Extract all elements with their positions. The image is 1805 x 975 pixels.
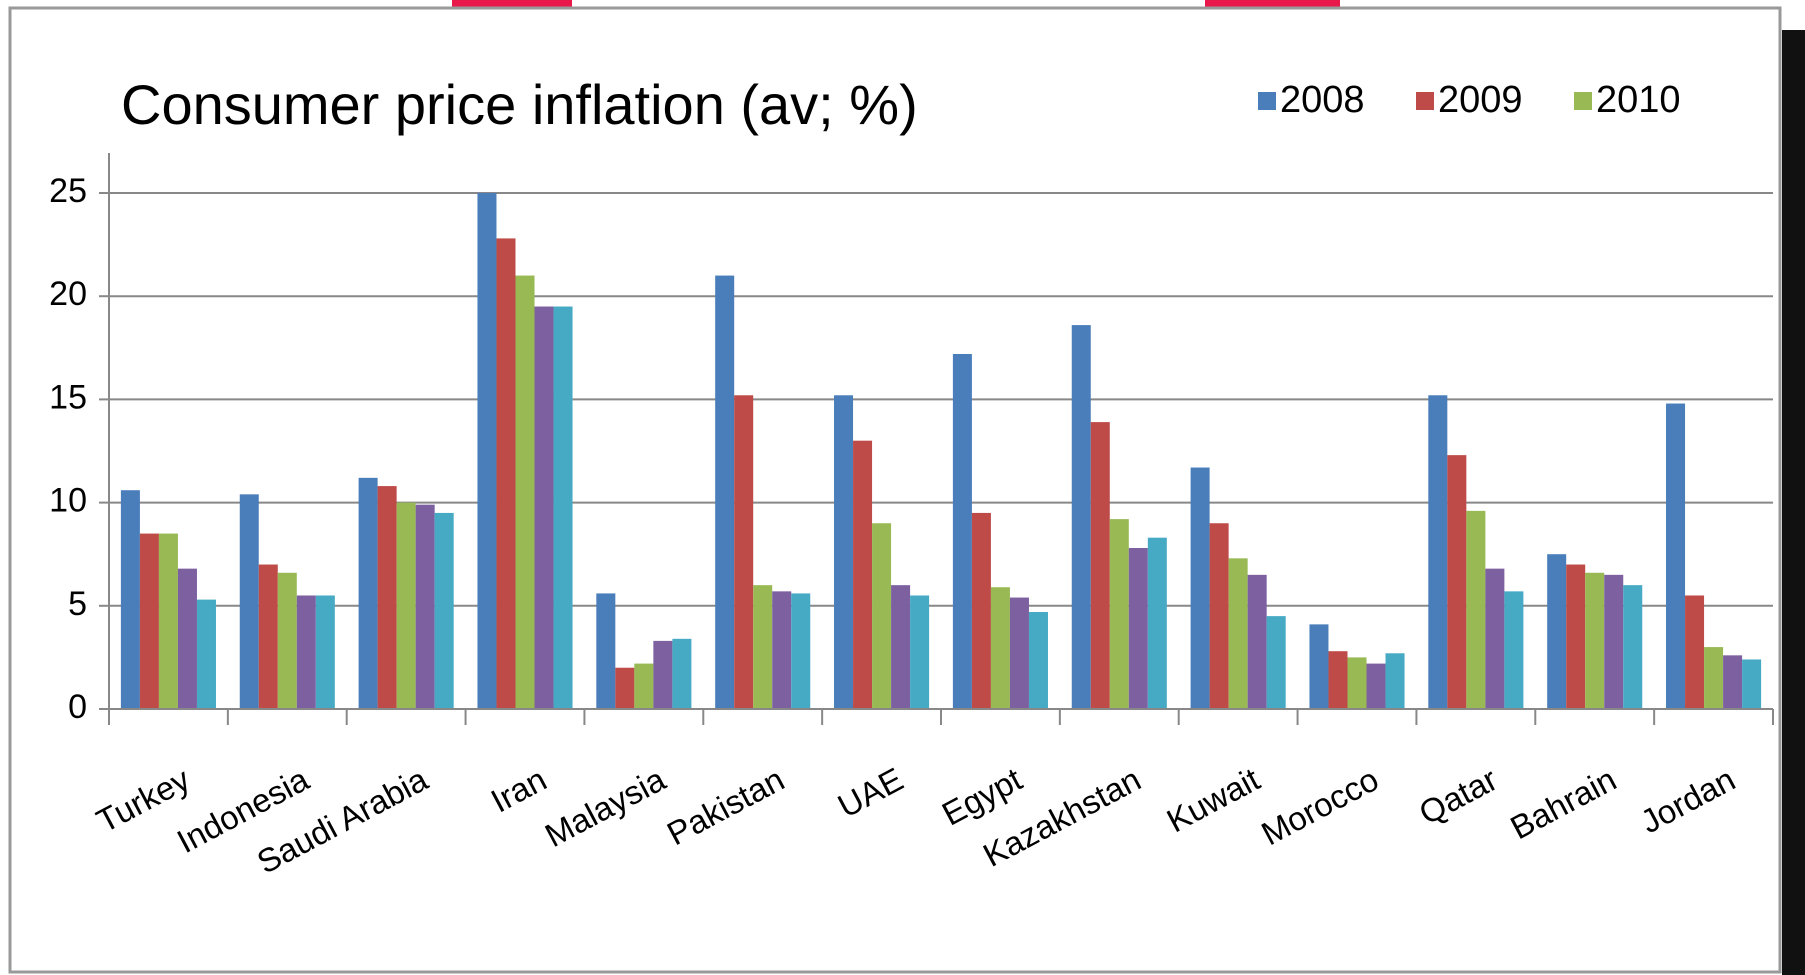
bar (1028, 611, 1048, 709)
bar (377, 486, 397, 709)
bar (415, 504, 435, 709)
bar (1190, 467, 1210, 709)
legend-swatch (1574, 92, 1592, 110)
legend-swatch (1416, 92, 1434, 110)
bar (791, 593, 811, 709)
bar (1209, 523, 1229, 709)
bar (553, 306, 573, 709)
y-tick-label: 15 (49, 378, 87, 416)
chart-title: Consumer price inflation (av; %) (121, 73, 918, 136)
bar (1466, 510, 1486, 709)
bar (1090, 422, 1110, 709)
bar (434, 512, 454, 709)
bar (1447, 455, 1467, 709)
bar (1623, 585, 1643, 709)
bar (296, 595, 316, 709)
y-tick-label: 20 (49, 275, 87, 313)
y-tick-label: 0 (68, 688, 87, 726)
bar (120, 490, 140, 709)
bar (772, 591, 792, 709)
bar (1547, 554, 1567, 709)
bar (496, 238, 516, 709)
bar (910, 595, 930, 709)
bar (1266, 616, 1286, 709)
bar (1742, 659, 1762, 709)
bar (672, 638, 692, 709)
bar (1366, 663, 1386, 709)
bar (971, 512, 991, 709)
bar (1585, 572, 1605, 709)
bar (1247, 574, 1267, 709)
bar (1428, 395, 1448, 709)
y-tick-label: 5 (68, 585, 87, 623)
bar (139, 533, 159, 709)
bar (158, 533, 178, 709)
y-tick-label: 10 (49, 482, 87, 520)
y-tick-label: 25 (49, 172, 87, 210)
bar (534, 306, 554, 709)
bar (1704, 647, 1724, 709)
bar (872, 523, 892, 709)
bar (1109, 519, 1129, 709)
bar (1071, 325, 1091, 709)
bar (734, 395, 754, 709)
legend-label: 2010 (1596, 79, 1681, 121)
bar (1128, 548, 1148, 709)
bar (315, 595, 335, 709)
bar (1485, 568, 1505, 709)
bar (1228, 558, 1248, 709)
bar (952, 353, 972, 709)
decor-strip (1782, 30, 1805, 975)
bar (596, 593, 616, 709)
legend-swatch (1258, 92, 1276, 110)
bar (1385, 653, 1405, 709)
bar (1347, 657, 1367, 709)
legend-label: 2009 (1438, 79, 1523, 121)
bar (753, 585, 773, 709)
bar (834, 395, 854, 709)
bar (1723, 655, 1743, 709)
bar (1147, 537, 1167, 709)
bar (990, 587, 1010, 709)
bar (1309, 624, 1329, 709)
bar (891, 585, 911, 709)
bar (1504, 591, 1524, 709)
bar (396, 502, 416, 709)
bar (1666, 403, 1686, 709)
bar (1566, 564, 1586, 709)
bar (715, 275, 735, 709)
legend-label: 2008 (1280, 79, 1365, 121)
bar (277, 572, 297, 709)
bar (177, 568, 197, 709)
bar (515, 275, 535, 709)
bar (1604, 574, 1624, 709)
bar (477, 193, 497, 709)
chart-frame (8, 6, 1782, 974)
bar (1685, 595, 1705, 709)
bar (615, 667, 635, 709)
decor-tab (452, 0, 572, 8)
bar (1009, 597, 1029, 709)
bar (358, 477, 378, 709)
decor-tab (1205, 0, 1340, 8)
bar (653, 640, 673, 709)
bar (853, 440, 873, 709)
bar (634, 663, 654, 709)
bar (1328, 651, 1348, 709)
bar (258, 564, 278, 709)
bar (196, 599, 216, 709)
bar (239, 494, 259, 709)
